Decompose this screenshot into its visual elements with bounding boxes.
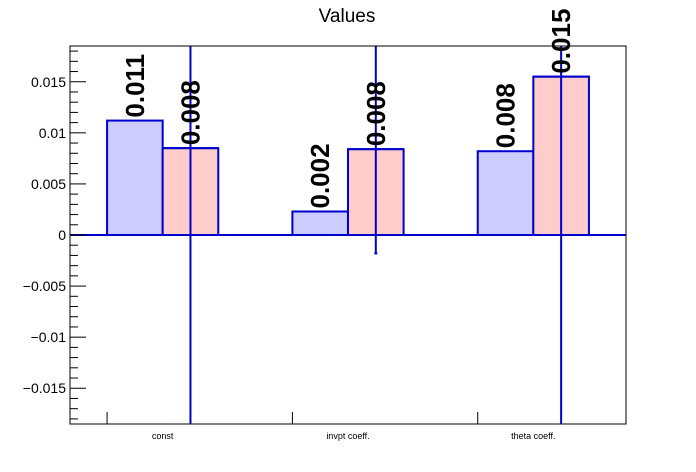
x-tick-label: const bbox=[152, 431, 174, 441]
bar-invpt-coeff--series-1 bbox=[291, 210, 349, 236]
data-label: 0.008 bbox=[491, 83, 521, 148]
bars-layer bbox=[106, 46, 590, 424]
data-label: 0.008 bbox=[361, 81, 391, 146]
data-label: 0.011 bbox=[120, 54, 150, 118]
y-tick-label: −0.015 bbox=[23, 380, 66, 396]
y-tick-label: −0.005 bbox=[23, 278, 66, 294]
axes-frame: −0.015 −0.01 −0.005 0 0.005 0.01 0.015 const inv… bbox=[23, 45, 627, 441]
data-label: 0.008 bbox=[175, 80, 205, 145]
y-tick-label: 0.015 bbox=[31, 74, 66, 90]
data-labels-layer: 0.011 0.002 0.008 0.008 0.008 0.015 bbox=[120, 9, 576, 209]
data-label: 0.015 bbox=[546, 9, 576, 74]
y-tick-label: −0.01 bbox=[31, 329, 67, 345]
x-tick-label: theta coeff. bbox=[511, 431, 555, 441]
chart-title: Values bbox=[319, 6, 376, 27]
bar-const-series-1 bbox=[106, 119, 164, 236]
y-tick-label: 0 bbox=[58, 227, 66, 243]
y-tick-label: 0.01 bbox=[39, 125, 66, 141]
data-label: 0.002 bbox=[305, 143, 335, 208]
bar-theta-coeff--series-1 bbox=[476, 150, 535, 236]
y-tick-label: 0.005 bbox=[31, 176, 66, 192]
x-tick-label: invpt coeff. bbox=[326, 431, 369, 441]
